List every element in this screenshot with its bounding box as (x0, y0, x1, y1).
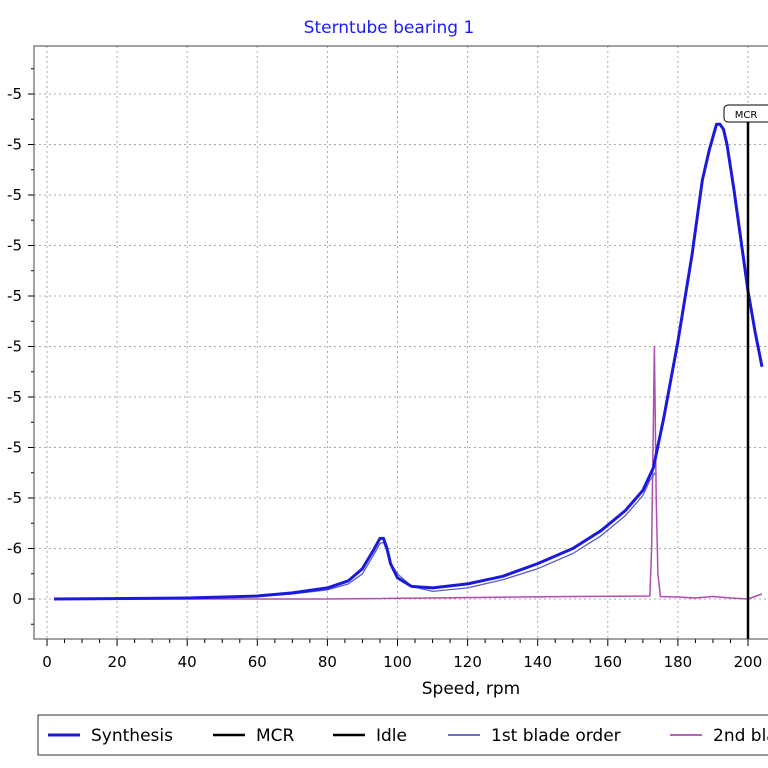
y-tick-label: 0 (12, 590, 22, 608)
x-tick-label: 180 (664, 653, 693, 671)
y-tick-label: -5 (7, 489, 22, 507)
legend-item-1st-blade-order[interactable]: 1st blade order (448, 726, 621, 746)
legend-label: MCR (256, 726, 295, 746)
legend-item-synthesis[interactable]: Synthesis (48, 726, 173, 746)
legend[interactable]: Synthesis MCR Idle 1st blade order 2nd blade… (37, 714, 768, 756)
legend-label: 2nd blade order (713, 726, 768, 746)
series-lines (53, 114, 764, 639)
y-tick-label: -6 (7, 540, 22, 558)
x-tick-label: 0 (42, 653, 52, 671)
y-tick-label: -5 (7, 136, 22, 154)
x-axis-label: Speed, rpm (422, 679, 520, 699)
x-tick-label: 160 (593, 653, 622, 671)
legend-item-idle[interactable]: Idle (333, 726, 407, 746)
x-tick-label: 140 (523, 653, 552, 671)
legend-label: Synthesis (91, 726, 173, 746)
chart-title: Sterntube bearing 1 (304, 18, 475, 38)
legend-item-mcr[interactable]: MCR (213, 726, 295, 746)
x-tick-label: 20 (108, 653, 127, 671)
y-tick-label: -5 (7, 186, 22, 204)
mcr-tag-box (723, 104, 768, 123)
y-tick-label: -5 (7, 85, 22, 103)
legend-item-2nd-blade-order[interactable]: 2nd blade order (670, 726, 768, 746)
x-tick-label: 80 (318, 653, 337, 671)
y-tick-label: -5 (7, 439, 22, 457)
x-tick-label: 200 (734, 653, 763, 671)
y-tick-label: -5 (7, 388, 22, 406)
mcr-tag-label: MCR (735, 110, 758, 121)
annotations: MCR (723, 104, 768, 123)
series-line-1st-blade-order (53, 472, 656, 600)
plot-frame (33, 45, 768, 640)
x-tick-labels: 0 20 40 60 80 100 120 140 160 180 200 (42, 653, 762, 671)
y-tick-label: -5 (7, 287, 22, 305)
x-tick-label: 40 (178, 653, 197, 671)
y-tick-labels: 0 -6 -5 -5 -5 -5 -5 -5 -5 -5 -5 (7, 85, 22, 608)
x-tick-label: 60 (248, 653, 267, 671)
x-tick-label: 120 (453, 653, 482, 671)
legend-label: 1st blade order (491, 726, 621, 746)
y-tick-label: -5 (7, 338, 22, 356)
series-line-2nd-blade-order (54, 345, 763, 600)
legend-label: Idle (376, 726, 407, 746)
series-line-synthesis (53, 122, 764, 601)
y-tick-label: -5 (7, 237, 22, 255)
legend-box (37, 714, 768, 756)
x-tick-label: 100 (383, 653, 412, 671)
